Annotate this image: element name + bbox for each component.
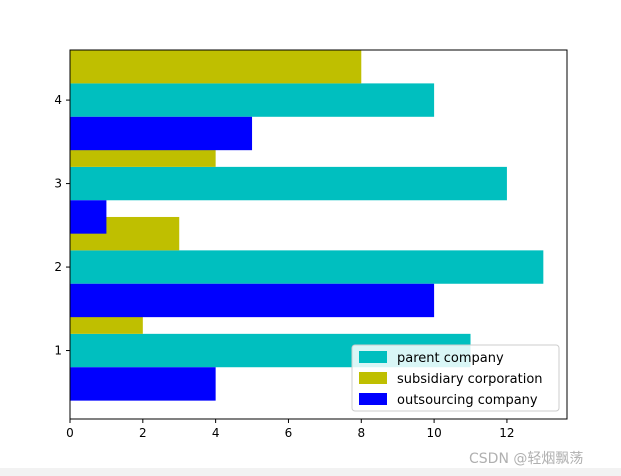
bar-outsourcing-company-4 (70, 116, 253, 151)
legend-swatch-subsidiary-corporation (359, 372, 387, 384)
legend: parent company subsidiary corporation ou… (351, 344, 560, 412)
x-tick-label: 2 (139, 426, 147, 440)
legend-label-subsidiary-corporation: subsidiary corporation (397, 372, 543, 387)
y-axis: 1 2 3 4 (54, 93, 70, 358)
bar-outsourcing-company-3 (70, 200, 107, 234)
legend-box (351, 344, 560, 412)
legend-swatch-outsourcing-company (359, 393, 387, 405)
bar-outsourcing-company-2 (70, 283, 435, 318)
bar-parent-company-2 (70, 250, 544, 284)
bottom-strip (0, 468, 621, 476)
bar-parent-company-4 (70, 83, 435, 117)
x-tick-label: 8 (357, 426, 365, 440)
y-tick-label: 2 (54, 260, 62, 274)
plot-frame (69, 49, 568, 420)
y-tick-label: 1 (54, 344, 62, 358)
y-tick-label: 4 (54, 93, 62, 107)
bars-layer (70, 50, 544, 401)
x-axis: 0 2 4 6 8 10 12 (66, 419, 515, 440)
legend-label-outsourcing-company: outsourcing company (397, 393, 538, 408)
x-tick-label: 6 (285, 426, 293, 440)
watermark: CSDN @轻烟飘荡 (469, 451, 583, 467)
y-tick-label: 3 (54, 177, 62, 191)
x-tick-label: 0 (66, 426, 74, 440)
bar-parent-company-3 (70, 166, 507, 201)
x-tick-label: 12 (499, 426, 514, 440)
x-tick-label: 10 (426, 426, 441, 440)
legend-label-parent-company: parent company (397, 351, 504, 366)
bar-subsidiary-corporation-4 (70, 50, 362, 84)
legend-swatch-parent-company (359, 351, 387, 363)
x-tick-label: 4 (212, 426, 220, 440)
bar-outsourcing-company-1 (70, 367, 216, 401)
